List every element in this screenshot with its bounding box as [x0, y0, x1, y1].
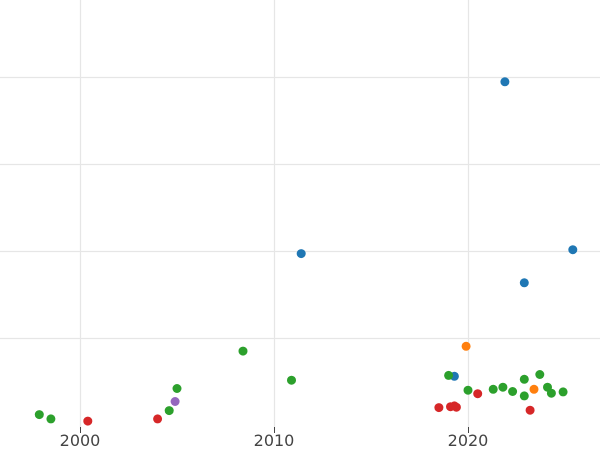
- data-point-series-3: [444, 370, 454, 380]
- x-tick-label: 2010: [254, 431, 295, 450]
- data-point-series-2: [461, 341, 471, 351]
- data-point-series-3: [34, 410, 44, 420]
- data-point-series-4: [434, 403, 444, 413]
- data-point-series-3: [519, 374, 529, 384]
- data-point-series-4: [525, 405, 535, 415]
- data-point-series-5: [170, 397, 180, 406]
- data-point-series-3: [287, 375, 296, 385]
- data-point-series-3: [498, 382, 508, 392]
- data-point-series-3: [519, 391, 529, 401]
- data-point-series-4: [449, 401, 459, 411]
- data-points: [34, 77, 578, 426]
- x-axis-ticks: 2000 2010 2020: [60, 427, 489, 450]
- data-point-series-3: [508, 387, 518, 396]
- data-point-series-3: [238, 346, 248, 356]
- grid-lines: [0, 0, 600, 429]
- data-point-series-4: [153, 414, 163, 424]
- x-tick-label: 2000: [60, 431, 101, 450]
- data-point-series-3: [463, 385, 473, 395]
- data-point-series-3: [488, 384, 498, 394]
- data-point-series-1: [568, 245, 578, 255]
- data-point-series-2: [529, 384, 539, 394]
- data-point-series-4: [83, 416, 93, 426]
- data-point-series-4: [473, 389, 483, 399]
- data-point-series-1: [519, 278, 529, 288]
- x-tick-label: 2020: [448, 431, 489, 450]
- data-point-series-1: [500, 77, 510, 87]
- data-point-series-3: [535, 370, 545, 379]
- data-point-series-3: [46, 414, 56, 424]
- data-point-series-3: [546, 388, 556, 398]
- data-point-series-3: [558, 387, 568, 397]
- data-point-series-1: [296, 249, 306, 259]
- data-point-series-3: [164, 406, 174, 416]
- data-point-series-3: [172, 384, 182, 393]
